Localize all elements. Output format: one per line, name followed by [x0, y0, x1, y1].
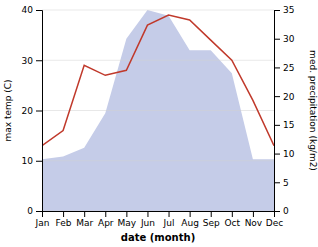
- tick-label: 30: [22, 56, 34, 66]
- tick: 20: [274, 92, 295, 102]
- tick-label: 10: [22, 156, 34, 166]
- tick-label: Nov: [245, 218, 263, 228]
- tick-label: Aug: [181, 218, 199, 228]
- grid-line: [42, 110, 274, 111]
- tick-mark: [84, 211, 85, 217]
- tick-label: 35: [283, 5, 294, 15]
- y-axis-title: max temp (C): [3, 79, 13, 141]
- tick-mark: [126, 211, 127, 217]
- tick-mark: [147, 211, 148, 217]
- tick: 25: [274, 63, 294, 73]
- grid: [42, 10, 274, 211]
- tick: 10: [22, 156, 42, 166]
- tick: Jan: [35, 211, 50, 228]
- tick-label: Mar: [76, 218, 93, 228]
- tick: 0: [274, 206, 289, 216]
- tick: 30: [274, 34, 295, 44]
- tick: Apr: [98, 211, 114, 228]
- tick-mark: [36, 111, 42, 112]
- grid-line: [42, 10, 274, 11]
- tick-mark: [274, 125, 280, 126]
- x-axis-title: date (month): [121, 232, 195, 243]
- tick: Jun: [140, 211, 155, 228]
- tick-label: Feb: [56, 218, 72, 228]
- tick: Feb: [56, 211, 72, 228]
- tick-label: 25: [283, 63, 294, 73]
- tick: Jul: [163, 211, 175, 228]
- tick-mark: [63, 211, 64, 217]
- tick-label: 0: [27, 206, 33, 216]
- tick-label: Jan: [35, 218, 50, 228]
- tick-mark: [36, 60, 42, 61]
- tick-label: 15: [283, 120, 294, 130]
- tick-mark: [211, 211, 212, 217]
- tick: 35: [274, 5, 294, 15]
- tick-label: Oct: [225, 218, 241, 228]
- line-layer: [42, 15, 274, 146]
- tick-mark: [232, 211, 233, 217]
- chart: JanFebMarAprMayJunJulAugSepOctNovDec0102…: [0, 0, 318, 247]
- tick-label: 20: [22, 106, 34, 116]
- tick-mark: [274, 211, 280, 212]
- tick-mark: [105, 211, 106, 217]
- tick: 15: [274, 120, 294, 130]
- tick-mark: [274, 154, 280, 155]
- tick-label: 5: [283, 178, 289, 188]
- y-axis: 0 10 20 30 40: [22, 5, 43, 216]
- tick: 10: [274, 149, 295, 159]
- tick-label: Apr: [98, 218, 114, 228]
- tick-label: Jul: [163, 218, 175, 228]
- tick-label: May: [118, 218, 137, 228]
- tick: Oct: [225, 211, 241, 228]
- tick-mark: [274, 67, 280, 68]
- tick-mark: [190, 211, 191, 217]
- tick-label: 30: [283, 34, 295, 44]
- tick: Nov: [245, 211, 263, 228]
- axis-line: [275, 11, 281, 212]
- tick-mark: [274, 10, 280, 11]
- tick: Aug: [181, 211, 199, 228]
- tick-mark: [274, 96, 280, 97]
- tick-label: 20: [283, 92, 295, 102]
- tick-label: 10: [283, 149, 295, 159]
- tick-mark: [274, 39, 280, 40]
- tick: Sep: [203, 211, 220, 228]
- tick: Mar: [76, 211, 93, 228]
- y2-axis-title: med. precipitation (kg/m2): [308, 50, 318, 171]
- grid-line: [42, 160, 274, 161]
- tick-label: Sep: [203, 218, 220, 228]
- tick-mark: [36, 211, 42, 212]
- tick-label: 40: [22, 5, 34, 15]
- tick-mark: [274, 182, 280, 183]
- tick-label: Dec: [266, 218, 283, 228]
- tick: 20: [22, 106, 42, 116]
- marks: [42, 10, 274, 211]
- tick-mark: [169, 211, 170, 217]
- tick-mark: [36, 161, 42, 162]
- line: [42, 15, 274, 146]
- y2-axis: 0 5 10 15 20 25 30 35: [274, 5, 295, 216]
- tick-mark: [36, 10, 42, 11]
- tick-mark: [253, 211, 254, 217]
- axis-line: [43, 212, 275, 218]
- tick: 5: [274, 178, 289, 188]
- tick: May: [118, 211, 137, 228]
- x-axis: Jan Feb Mar Apr MayJun Jul Aug Sep Oct NovDec: [35, 211, 284, 228]
- tick: 30: [22, 56, 42, 66]
- tick-label: 0: [283, 206, 289, 216]
- tick-label: Jun: [140, 218, 155, 228]
- axis-line: [36, 11, 43, 212]
- area: [42, 10, 274, 211]
- plot: JanFebMarAprMayJunJulAugSepOctNovDec0102…: [22, 5, 295, 228]
- grid-line: [42, 60, 274, 61]
- tick: 40: [22, 5, 42, 15]
- tick: Dec: [266, 211, 283, 228]
- tick: 0: [27, 206, 42, 216]
